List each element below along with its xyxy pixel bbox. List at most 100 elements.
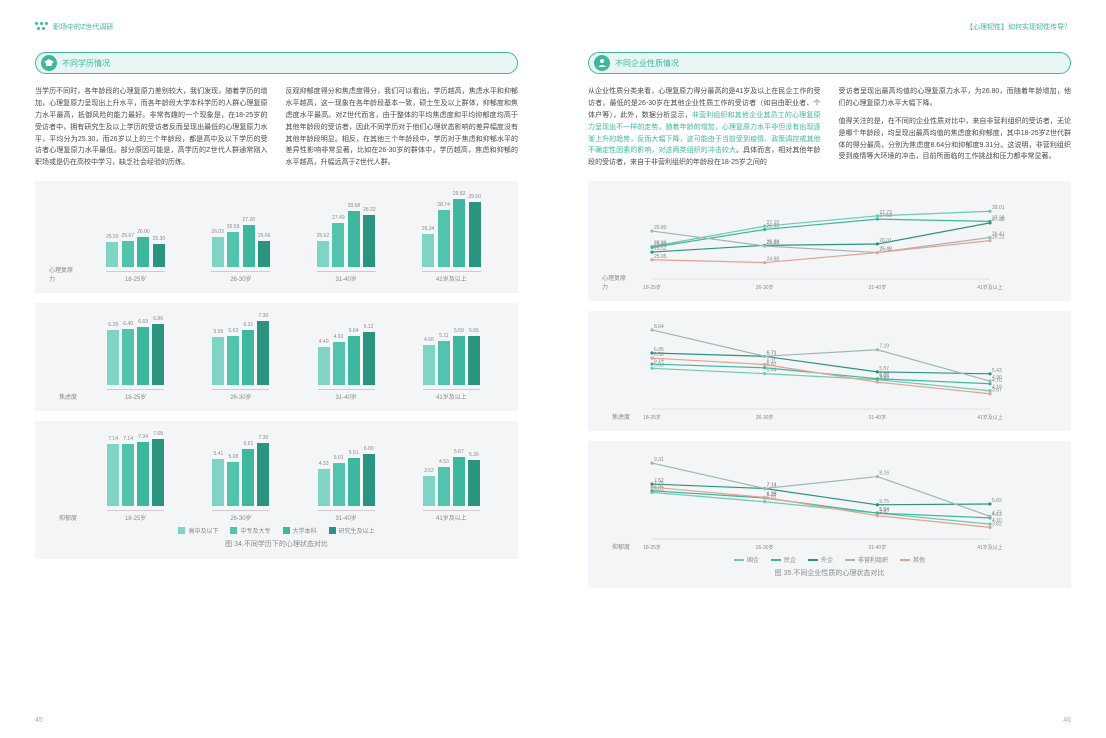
svg-text:4.77: 4.77 [992, 511, 1002, 517]
left-page: 职场中的Z世代调研 不同学历情况 当学历不同时，各年龄段的心理复原力差别较大，我… [0, 0, 553, 738]
svg-text:6.71: 6.71 [767, 351, 777, 357]
svg-text:6.58: 6.58 [654, 352, 664, 358]
svg-text:5.43: 5.43 [992, 368, 1002, 374]
right-header: 【心理韧性】如何实现韧性传导？ [588, 22, 1071, 32]
y-label-anxiety-r: 焦虑度 [602, 412, 636, 421]
right-body: 从企业性质分类来看，心理复原力得分最高的是41岁及以上在民企工作的受访者，最低的… [588, 86, 1071, 169]
svg-text:4.82: 4.82 [879, 510, 889, 516]
legend-enterprise: 国企 民企 外企 非营利组织 其他 [602, 555, 1057, 564]
bar-group: 25.6227.4928.6828.2231-40岁 [317, 203, 376, 284]
svg-text:6.38: 6.38 [767, 492, 777, 498]
enterprise-icon [594, 55, 610, 71]
bar-group: 4.665.115.595.6541岁及以上 [423, 328, 480, 401]
svg-text:8.64: 8.64 [654, 324, 664, 330]
svg-text:31-40岁: 31-40岁 [868, 544, 886, 551]
bar-group: 3.524.535.675.3641岁及以上 [423, 449, 480, 523]
svg-text:3.82: 3.82 [992, 522, 1002, 528]
svg-text:26.22: 26.22 [992, 235, 1005, 241]
y-label-depression: 抑郁度 [49, 513, 83, 522]
legend-item: 外企 [808, 555, 833, 564]
bar-group: 4.335.015.516.0031-40岁 [318, 446, 375, 523]
chart-resilience-right: 心理复原力 25.8627.1027.7328.0125.8026.9027.5… [588, 181, 1071, 301]
svg-text:25.05: 25.05 [654, 254, 667, 260]
bar-group: 6.286.406.696.9618-25岁 [107, 316, 164, 401]
bar-group: 5.415.086.617.3026-30岁 [212, 435, 269, 523]
svg-text:3.97: 3.97 [992, 388, 1002, 394]
education-icon [41, 55, 57, 71]
legend-item: 国企 [734, 555, 759, 564]
caption-right: 图 35.不同企业性质的心理状态对比 [602, 568, 1057, 578]
svg-text:25.52: 25.52 [654, 246, 667, 252]
legend-item: 民企 [771, 555, 796, 564]
page-number-right: 46 [1063, 717, 1071, 724]
svg-text:18-25岁: 18-25岁 [643, 544, 661, 551]
section-title-text: 不同学历情况 [62, 58, 110, 69]
svg-text:5.57: 5.57 [879, 366, 889, 372]
svg-text:41岁及以上: 41岁及以上 [977, 544, 1003, 551]
section-title-enterprise: 不同企业性质情况 [588, 52, 1071, 74]
logo-icon [35, 22, 49, 32]
svg-text:24.88: 24.88 [767, 257, 780, 263]
legend-item: 研究生及以上 [329, 526, 375, 535]
page-number-left: 45 [35, 717, 43, 724]
bar-group: 26.0326.5927.2025.6626-30岁 [211, 217, 270, 283]
section-title-text: 不同企业性质情况 [615, 58, 679, 69]
doc-title: 职场中的Z世代调研 [35, 22, 113, 32]
left-header: 职场中的Z世代调研 [35, 22, 518, 32]
svg-text:26.80: 26.80 [654, 225, 667, 231]
left-body-col1: 当学历不同时，各年龄段的心理复原力差别较大，我们发现，随着学历的增加，心理复原力… [35, 86, 268, 169]
svg-text:26-30岁: 26-30岁 [756, 544, 774, 551]
bar-group: 4.404.915.646.1231-40岁 [318, 324, 375, 402]
legend-item: 非营利组织 [845, 555, 888, 564]
bar-group: 26.3428.7429.8229.5041岁及以上 [422, 191, 481, 283]
legend-item: 中专及大专 [230, 526, 270, 535]
chart-depression-left: 抑郁度 7.147.147.347.6818-25岁 5.415.086.617.… [35, 421, 518, 559]
doc-title-text: 职场中的Z世代调研 [53, 22, 113, 32]
svg-text:27.53: 27.53 [879, 213, 892, 219]
legend-education: 高中及以下中专及大专大学本科研究生及以上 [49, 526, 504, 535]
line-chart-svg: 6.816.015.044.106.956.335.044.637.527.14… [636, 451, 1006, 551]
svg-text:26.90: 26.90 [767, 224, 780, 230]
right-body-col2: 受访者呈现出最高均值的心理复原力水平，为26.80，而随着年龄增加，他们的心理复… [839, 86, 1072, 169]
svg-text:5.82: 5.82 [992, 498, 1002, 504]
left-body-col2: 反观抑郁度得分和焦虑度得分，我们可以看出，学历越高，焦虑水平和抑郁水平越高，这一… [286, 86, 519, 169]
right-page: 【心理韧性】如何实现韧性传导？ 不同企业性质情况 从企业性质分类来看，心理复原力… [553, 0, 1106, 738]
svg-text:25.49: 25.49 [879, 247, 892, 253]
svg-text:25.89: 25.89 [767, 240, 780, 246]
svg-text:31-40岁: 31-40岁 [868, 414, 886, 421]
chart-anxiety-left: 焦虑度 6.286.406.696.9618-25岁5.555.636.317.… [35, 303, 518, 411]
svg-text:26-30岁: 26-30岁 [756, 284, 774, 291]
line-chart-svg: 25.8627.1027.7328.0125.8026.9027.5327.39… [636, 191, 1006, 291]
bar-group: 7.147.147.347.6818-25岁 [107, 431, 164, 522]
legend-item: 其他 [900, 555, 925, 564]
svg-text:9.31: 9.31 [654, 457, 664, 463]
svg-text:28.01: 28.01 [992, 205, 1005, 211]
svg-text:4.90: 4.90 [992, 375, 1002, 381]
bar-group: 25.5525.6726.0025.3018-25岁 [106, 229, 165, 283]
section-title-education: 不同学历情况 [35, 52, 518, 74]
svg-text:41岁及以上: 41岁及以上 [977, 284, 1003, 291]
svg-text:31-40岁: 31-40岁 [868, 284, 886, 291]
chart-anxiety-right: 焦虑度 5.835.445.004.196.145.875.074.706.95… [588, 311, 1071, 431]
right-body-col1: 从企业性质分类来看，心理复原力得分最高的是41岁及以上在民企工作的受访者，最低的… [588, 86, 821, 169]
svg-text:41岁及以上: 41岁及以上 [977, 414, 1003, 421]
svg-text:7.14: 7.14 [767, 483, 777, 489]
svg-text:8.16: 8.16 [879, 471, 889, 477]
svg-text:6.11: 6.11 [767, 359, 777, 365]
svg-text:18-25岁: 18-25岁 [643, 284, 661, 291]
y-label-resilience-r: 心理复原力 [602, 273, 636, 291]
svg-text:26.01: 26.01 [879, 238, 892, 244]
y-label-depression-r: 抑郁度 [602, 542, 636, 551]
svg-text:4.82: 4.82 [879, 376, 889, 382]
left-body: 当学历不同时，各年龄段的心理复原力差别较大，我们发现，随着学历的增加，心理复原力… [35, 86, 518, 169]
svg-text:7.19: 7.19 [879, 344, 889, 350]
chart-depression-right: 抑郁度 6.816.015.044.106.956.335.044.637.52… [588, 441, 1071, 588]
y-label-anxiety: 焦虑度 [49, 392, 83, 401]
y-label-resilience: 心理复原力 [49, 265, 83, 283]
chapter-label: 【心理韧性】如何实现韧性传导？ [966, 22, 1071, 32]
chart-resilience-left: 心理复原力 25.5525.6726.0025.3018-25岁 26.0326.… [35, 181, 518, 293]
svg-text:18-25岁: 18-25岁 [643, 414, 661, 421]
legend-item: 大学本科 [283, 526, 317, 535]
caption-left: 图 34.不同学历下的心理状态对比 [49, 539, 504, 549]
line-chart-svg: 5.835.445.004.196.145.875.074.706.956.71… [636, 321, 1006, 421]
